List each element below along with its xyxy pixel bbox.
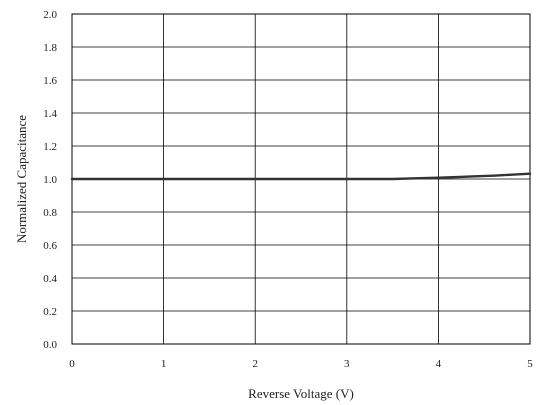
y-tick-label-2: 0.4 [43,273,57,285]
y-tick-label-4: 0.8 [43,207,57,219]
x-tick-label-4: 4 [436,358,442,370]
y-tick-label-7: 1.4 [43,108,57,120]
y-tick-label-9: 1.8 [43,42,57,54]
x-tick-label-5: 5 [527,358,533,370]
y-tick-label-0: 0.0 [43,339,57,351]
y-axis-title: Normalized Capacitance [14,115,29,243]
x-tick-labels: 0 1 2 3 4 5 [69,358,533,370]
x-tick-label-0: 0 [69,358,75,370]
horizontal-gridlines [72,13,530,345]
y-tick-label-6: 1.2 [43,141,57,153]
y-tick-label-8: 1.6 [43,75,57,87]
x-tick-label-3: 3 [344,358,350,370]
y-tick-label-5: 1.0 [43,174,57,186]
y-tick-label-10: 2.0 [43,9,57,21]
x-tick-label-2: 2 [252,358,258,370]
series-layer [70,172,532,181]
series-line-0 [70,172,532,181]
x-tick-label-1: 1 [161,358,167,370]
y-tick-label-3: 0.6 [43,240,57,252]
x-axis-title: Reverse Voltage (V) [248,386,354,401]
y-tick-label-1: 0.2 [43,306,57,318]
y-tick-labels: 0.0 0.2 0.4 0.6 0.8 1.0 1.2 1.4 1.6 1.8 2.0 [43,9,57,351]
